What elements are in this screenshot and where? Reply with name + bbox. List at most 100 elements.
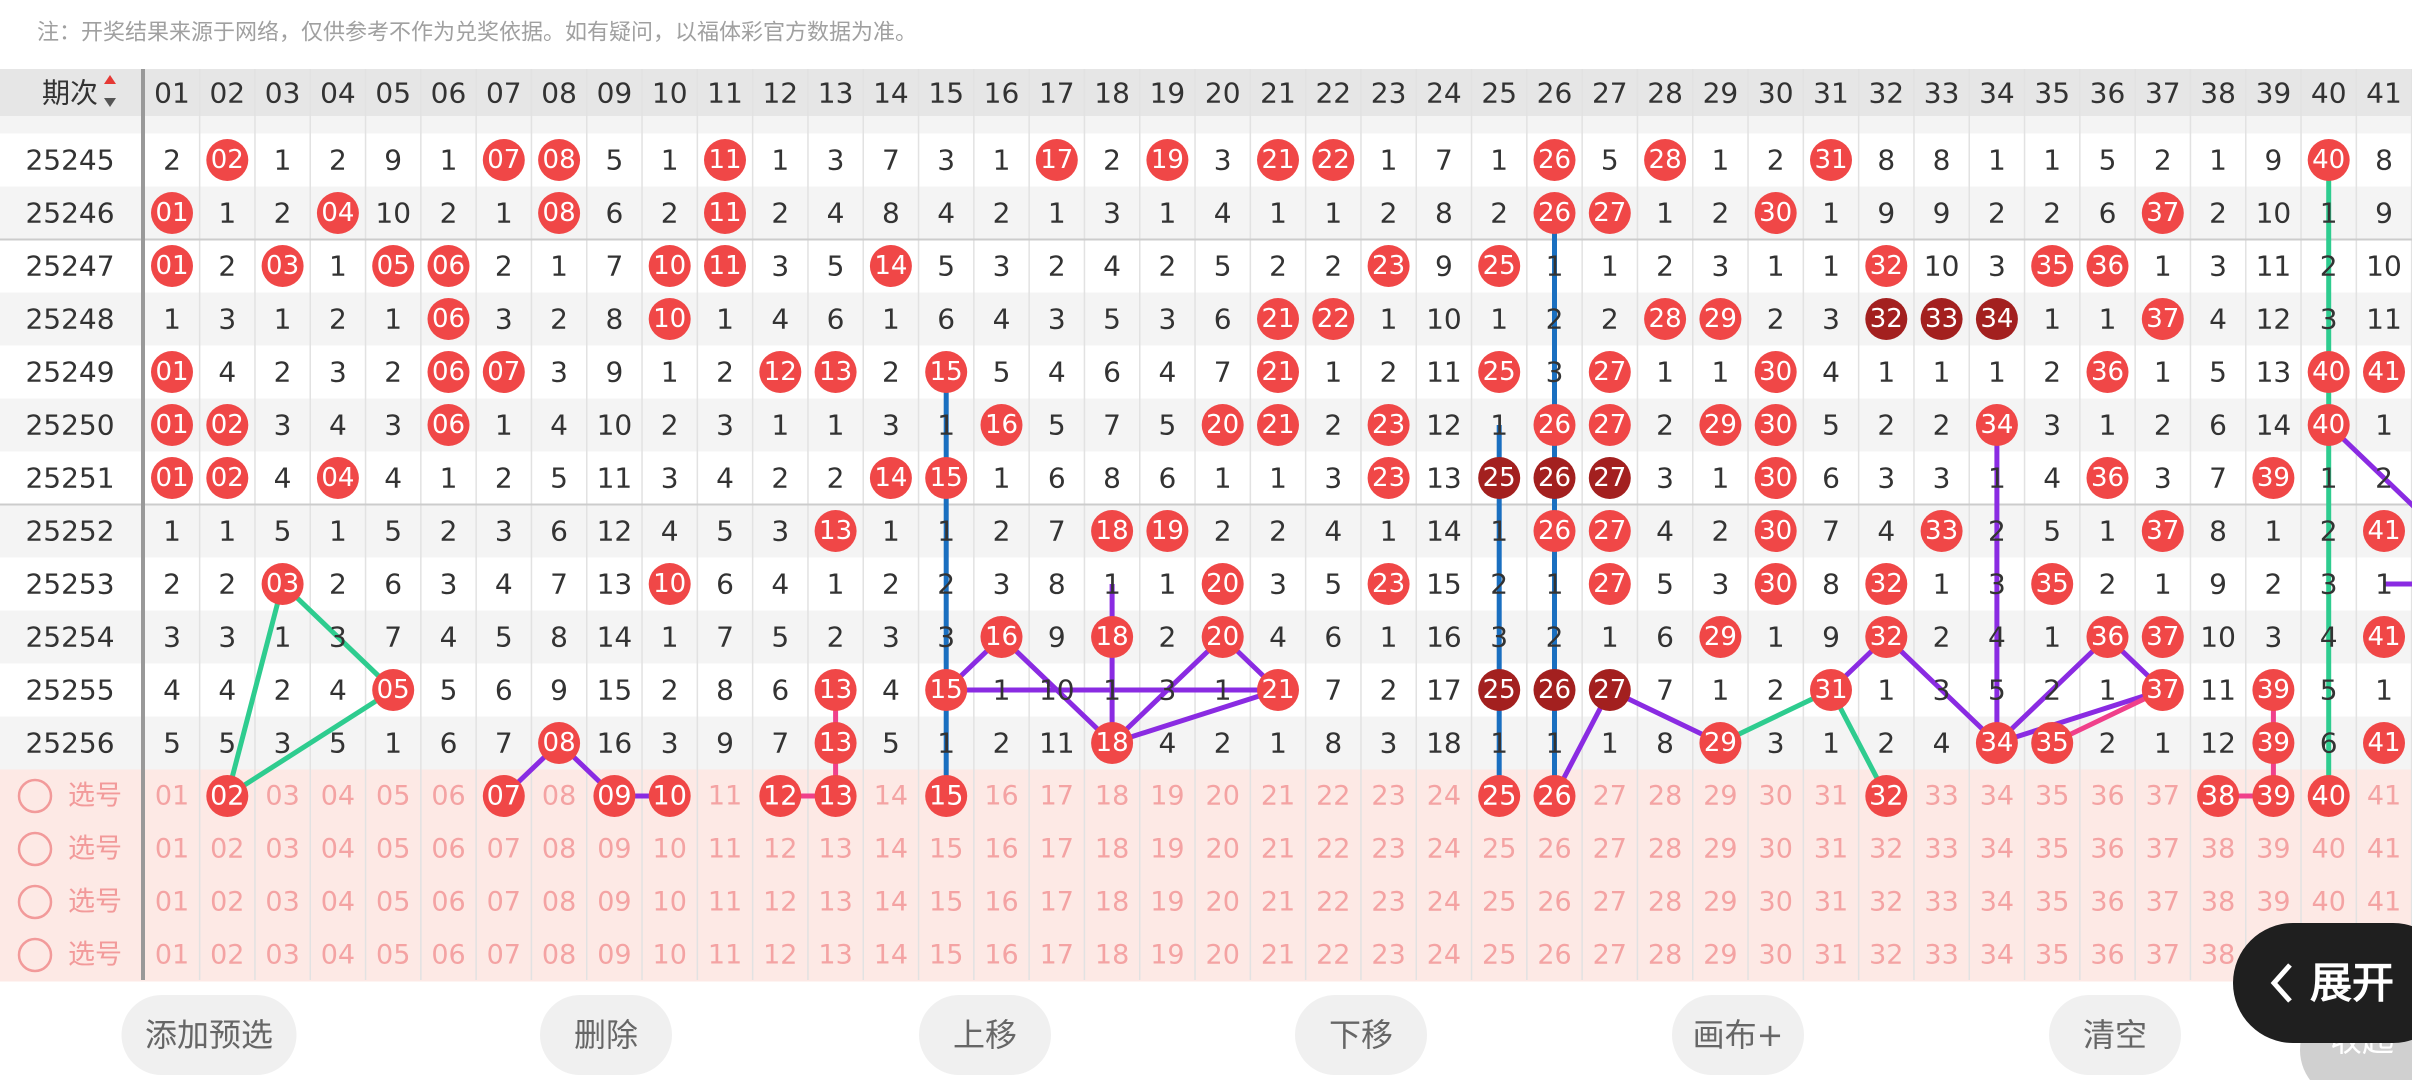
pick-number[interactable]: 13	[818, 781, 852, 812]
pick-number[interactable]: 06	[431, 834, 465, 865]
pick-selected[interactable]	[2197, 775, 2240, 817]
pick-number[interactable]: 01	[155, 940, 189, 971]
pick-number[interactable]: 15	[929, 887, 963, 918]
button-label[interactable]: 删除	[574, 1016, 638, 1054]
pick-number[interactable]: 35	[2035, 940, 2069, 971]
pick-number[interactable]: 22	[1316, 940, 1350, 971]
pick-number[interactable]: 14	[874, 781, 908, 812]
pick-number[interactable]: 16	[984, 781, 1018, 812]
pick-selected[interactable]	[925, 775, 968, 817]
pick-number[interactable]: 27	[1593, 887, 1627, 918]
pick-number[interactable]: 17	[1040, 834, 1074, 865]
pick-number[interactable]: 13	[818, 887, 852, 918]
pick-selected[interactable]	[648, 775, 691, 817]
pick-number[interactable]: 20	[1206, 887, 1240, 918]
pick-label[interactable]: 选号	[68, 887, 122, 918]
pick-number[interactable]: 18	[1095, 781, 1129, 812]
pick-radio[interactable]	[17, 778, 53, 814]
button[interactable]	[121, 995, 297, 1075]
pick-number[interactable]: 19	[1150, 781, 1184, 812]
pick-number[interactable]: 27	[1593, 781, 1627, 812]
pick-number[interactable]: 26	[1537, 834, 1571, 865]
pick-number[interactable]: 34	[1980, 940, 2014, 971]
button[interactable]	[1295, 995, 1427, 1075]
pick-number[interactable]: 12	[763, 940, 797, 971]
pick-number[interactable]: 28	[1648, 781, 1682, 812]
pick-number[interactable]: 03	[265, 834, 299, 865]
pick-number[interactable]: 11	[708, 834, 742, 865]
pick-number[interactable]: 08	[542, 781, 576, 812]
pick-number[interactable]: 15	[929, 781, 963, 812]
pick-number[interactable]: 10	[653, 887, 687, 918]
pick-selected[interactable]	[206, 775, 249, 817]
pick-number[interactable]: 26	[1537, 887, 1571, 918]
pick-number[interactable]: 24	[1427, 887, 1461, 918]
pick-number[interactable]: 23	[1371, 940, 1405, 971]
pick-number[interactable]: 32	[1869, 940, 1903, 971]
pick-number[interactable]: 09	[597, 887, 631, 918]
pick-number[interactable]: 31	[1814, 887, 1848, 918]
pick-number[interactable]: 31	[1814, 940, 1848, 971]
pick-radio[interactable]	[17, 937, 53, 973]
pick-number[interactable]: 02	[210, 940, 244, 971]
pick-number[interactable]: 39	[2256, 887, 2290, 918]
pick-label[interactable]: 选号	[68, 781, 122, 812]
pick-number[interactable]: 33	[1924, 834, 1958, 865]
pick-number[interactable]: 35	[2035, 781, 2069, 812]
pick-number[interactable]: 07	[487, 834, 521, 865]
pick-number[interactable]: 16	[984, 940, 1018, 971]
button-label[interactable]: 清空	[2083, 1016, 2147, 1054]
button-label[interactable]: 上移	[953, 1016, 1017, 1054]
pick-number[interactable]: 04	[321, 940, 355, 971]
pick-number[interactable]: 17	[1040, 887, 1074, 918]
pick-number[interactable]: 02	[210, 781, 244, 812]
pick-number[interactable]: 30	[1759, 834, 1793, 865]
pick-number[interactable]: 25	[1482, 781, 1516, 812]
pick-number[interactable]: 27	[1593, 834, 1627, 865]
pick-number[interactable]: 30	[1759, 940, 1793, 971]
pick-number[interactable]: 30	[1759, 887, 1793, 918]
pick-radio[interactable]	[17, 884, 53, 920]
pick-number[interactable]: 34	[1980, 781, 2014, 812]
pick-number[interactable]: 03	[265, 887, 299, 918]
pick-selected[interactable]	[593, 775, 636, 817]
pick-label[interactable]: 选号	[68, 834, 122, 865]
pick-number[interactable]: 24	[1427, 940, 1461, 971]
pick-number[interactable]: 10	[653, 834, 687, 865]
pick-selected[interactable]	[1478, 775, 1521, 817]
pick-number[interactable]: 38	[2201, 781, 2235, 812]
pick-number[interactable]: 06	[431, 781, 465, 812]
pick-number[interactable]: 03	[265, 781, 299, 812]
pick-number[interactable]: 18	[1095, 834, 1129, 865]
pick-number[interactable]: 06	[431, 940, 465, 971]
pick-number[interactable]: 17	[1040, 781, 1074, 812]
pick-number[interactable]: 10	[653, 781, 687, 812]
pick-number[interactable]: 21	[1261, 781, 1295, 812]
pick-number[interactable]: 39	[2256, 834, 2290, 865]
pick-number[interactable]: 33	[1924, 781, 1958, 812]
pick-number[interactable]: 36	[2090, 834, 2124, 865]
pick-number[interactable]: 02	[210, 834, 244, 865]
button[interactable]	[1672, 995, 1804, 1075]
pick-number[interactable]: 34	[1980, 834, 2014, 865]
expand-button[interactable]	[2233, 923, 2412, 1043]
pick-number[interactable]: 40	[2312, 887, 2346, 918]
pick-number[interactable]: 31	[1814, 834, 1848, 865]
pick-number[interactable]: 13	[818, 834, 852, 865]
pick-number[interactable]: 06	[431, 887, 465, 918]
pick-number[interactable]: 32	[1869, 781, 1903, 812]
pick-number[interactable]: 23	[1371, 781, 1405, 812]
pick-number[interactable]: 19	[1150, 834, 1184, 865]
pick-number[interactable]: 40	[2312, 834, 2346, 865]
pick-number[interactable]: 01	[155, 834, 189, 865]
pick-number[interactable]: 04	[321, 781, 355, 812]
pick-number[interactable]: 38	[2201, 940, 2235, 971]
pick-number[interactable]: 29	[1703, 887, 1737, 918]
pick-number[interactable]: 01	[155, 887, 189, 918]
pick-number[interactable]: 23	[1371, 834, 1405, 865]
pick-number[interactable]: 37	[2146, 834, 2180, 865]
pick-number[interactable]: 13	[818, 940, 852, 971]
pick-number[interactable]: 22	[1316, 887, 1350, 918]
expand-label[interactable]: 展开	[2310, 959, 2394, 1008]
pick-number[interactable]: 28	[1648, 834, 1682, 865]
